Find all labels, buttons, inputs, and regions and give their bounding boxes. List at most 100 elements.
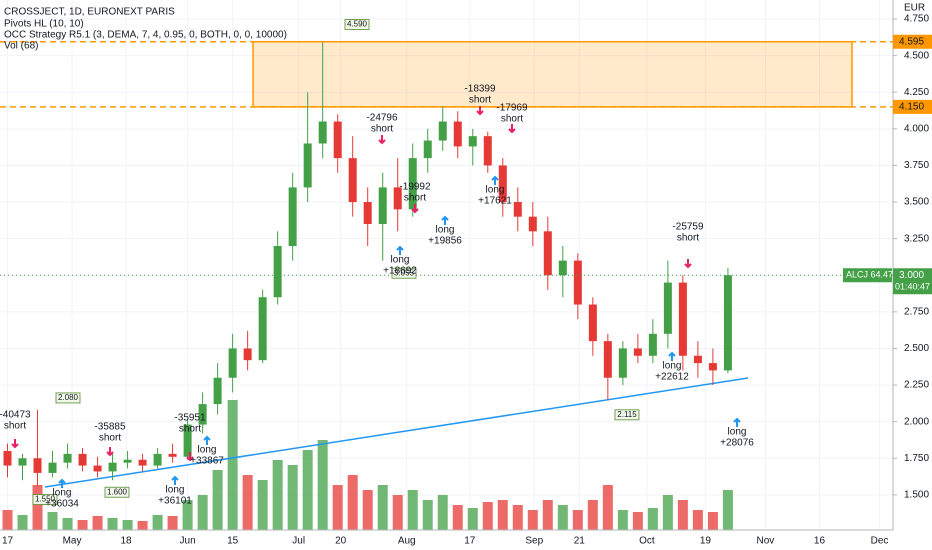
signal-text: long xyxy=(166,485,185,496)
candle-body xyxy=(348,158,357,203)
volume-bar xyxy=(47,512,58,530)
pivot-label: 1.600 xyxy=(107,487,128,496)
signal-text: -40473 xyxy=(0,410,31,421)
volume-bar xyxy=(392,495,403,530)
pivot-label: 2.080 xyxy=(58,393,79,402)
signal-arrow xyxy=(411,204,419,214)
x-tick-label: 17 xyxy=(464,536,476,547)
x-tick-label: 17 xyxy=(2,536,14,547)
pivot-box xyxy=(344,19,370,30)
volume-bar xyxy=(212,470,223,530)
signal-text: long xyxy=(391,255,410,266)
volume-bar xyxy=(287,465,298,530)
candle-body xyxy=(258,297,267,361)
indicator-label: Vol (68) xyxy=(4,41,38,52)
volume-bar xyxy=(182,500,193,530)
y-tick-label: 3.750 xyxy=(904,160,929,171)
symbol-label: ALCJ 64.47% xyxy=(846,270,901,280)
x-tick-label: Jun xyxy=(180,536,196,547)
x-tick-label: May xyxy=(63,536,82,547)
y-tick-label: 2.000 xyxy=(904,416,929,427)
volume-bar xyxy=(347,475,358,530)
y-tick-label: 3.500 xyxy=(904,197,929,208)
x-tick-label: 15 xyxy=(227,536,239,547)
candle-body xyxy=(468,136,477,147)
candle-body xyxy=(588,304,597,342)
countdown-label: 01:40:47 xyxy=(895,282,930,292)
candle-body xyxy=(543,231,552,276)
candle-body xyxy=(303,143,312,188)
volume-bar xyxy=(557,505,568,530)
volume-bar xyxy=(62,518,73,530)
signal-text: +33867 xyxy=(190,456,224,467)
candle-body xyxy=(363,202,372,225)
candle-body xyxy=(693,355,702,364)
candle-body xyxy=(183,424,192,457)
trendline xyxy=(44,377,749,488)
signal-text: -18399 xyxy=(464,84,496,95)
x-tick-label: 20 xyxy=(335,536,347,547)
volume-bar xyxy=(32,485,43,530)
signal-text: +36101 xyxy=(158,496,192,507)
signal-arrow xyxy=(11,439,19,449)
volume-bar xyxy=(617,510,628,530)
y-tick-label: 1.750 xyxy=(904,453,929,464)
x-tick-label: 16 xyxy=(814,536,826,547)
signal-text: short xyxy=(99,433,121,444)
pivot-label: 4.590 xyxy=(347,20,368,29)
candle-body xyxy=(333,121,342,159)
candle-body xyxy=(393,187,402,210)
volume-bar xyxy=(107,518,118,530)
candle-body xyxy=(288,187,297,246)
volume-bar xyxy=(167,516,178,530)
volume-bar xyxy=(542,500,553,530)
candle-body xyxy=(138,459,147,466)
x-tick-label: Jul xyxy=(292,536,305,547)
indicator-label: OCC Strategy R5.1 (3, DEMA, 7, 4, 0.95, … xyxy=(4,30,287,41)
signal-arrow xyxy=(396,245,404,255)
candle-body xyxy=(708,363,717,371)
volume-bar xyxy=(377,485,388,530)
volume-bar xyxy=(122,520,133,530)
volume-bar xyxy=(2,510,13,530)
volume-bar xyxy=(152,515,163,530)
signal-text: short xyxy=(469,95,491,106)
candle-body xyxy=(198,404,207,425)
signal-text: short xyxy=(371,124,393,135)
zone-price-tag xyxy=(893,99,932,114)
zone-price-label: 4.595 xyxy=(899,36,924,47)
volume-bar xyxy=(452,505,463,530)
signal-text: +17621 xyxy=(478,196,512,207)
candle-body xyxy=(483,136,492,166)
y-tick-label: 4.000 xyxy=(904,123,929,134)
candle-body xyxy=(3,450,12,466)
signal-text: +28076 xyxy=(720,438,754,449)
candle-body xyxy=(663,282,672,334)
candle-body xyxy=(723,275,732,371)
signal-text: +36034 xyxy=(45,499,79,510)
chart-title: CROSSJECT, 1D, EURONEXT PARIS xyxy=(4,7,175,18)
signal-arrow xyxy=(476,106,484,116)
candle-body xyxy=(153,453,162,466)
signal-arrow xyxy=(441,215,449,225)
candle-body xyxy=(558,260,567,276)
price-tag xyxy=(893,268,932,295)
indicator-label: Pivots HL (10, 10) xyxy=(4,19,84,30)
x-tick-label: Sep xyxy=(525,536,543,547)
candle-body xyxy=(18,458,27,466)
volume-bar xyxy=(302,450,313,530)
x-tick-label: Dec xyxy=(871,536,889,547)
candle-body xyxy=(408,158,417,210)
y-tick-label: 4.500 xyxy=(904,50,929,61)
candle-body xyxy=(168,453,177,457)
volume-bar xyxy=(467,508,478,530)
signal-text: long xyxy=(663,361,682,372)
candle-body xyxy=(513,202,522,217)
y-tick-label: 1.500 xyxy=(904,490,929,501)
candle-body xyxy=(453,121,462,147)
signal-arrow xyxy=(106,447,114,457)
candle-body xyxy=(228,348,237,378)
volume-bar xyxy=(662,495,673,530)
pivot-label: 1.550 xyxy=(35,495,56,504)
